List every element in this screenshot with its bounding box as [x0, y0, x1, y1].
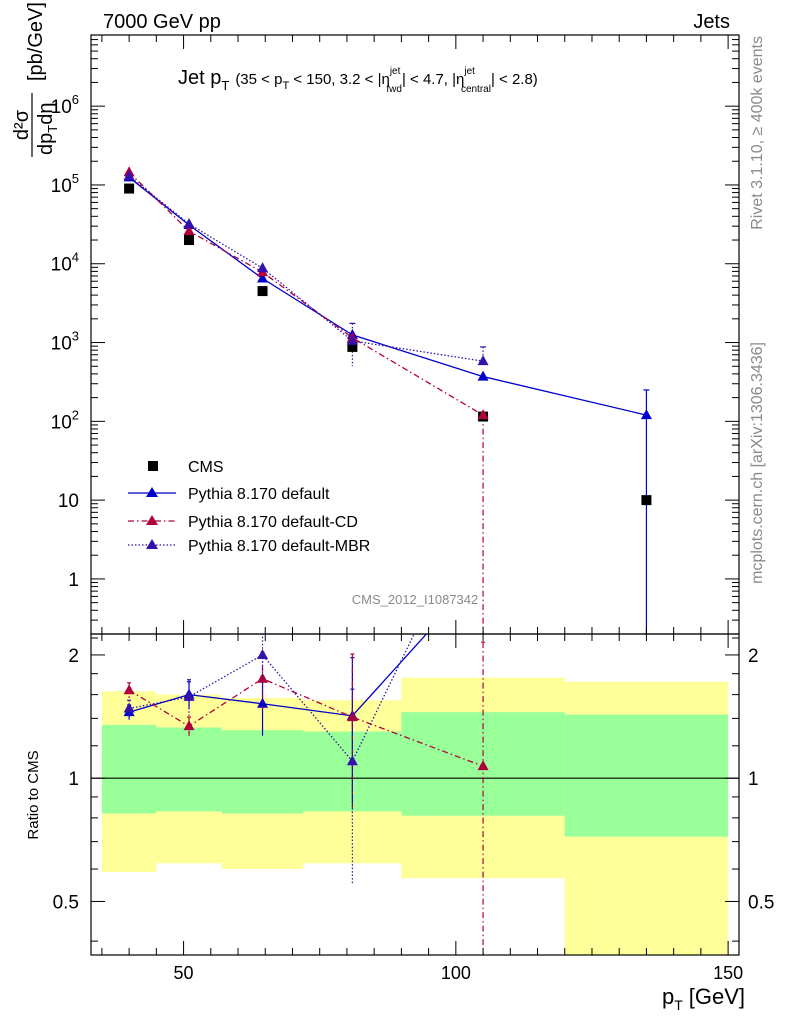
x-tick-label: 50 [174, 963, 194, 983]
ratio-marker [183, 720, 195, 731]
legend-marker-default [146, 487, 158, 497]
y-axis-label-numerator: d²σ [11, 109, 33, 140]
y-tick-label: 106 [51, 92, 79, 118]
series-marker [477, 409, 489, 420]
ratio-band-inner [221, 730, 304, 814]
series-marker [346, 334, 358, 345]
y-tick-label: 103 [51, 329, 79, 355]
ratio-marker [346, 711, 358, 722]
ratio-band-inner [101, 724, 157, 814]
series-marker [257, 272, 269, 283]
legend: CMS Pythia 8.170 default Pythia 8.170 de… [128, 459, 370, 555]
analysis-id: CMS_2012_I1087342 [352, 592, 479, 607]
ratio-band-inner [156, 727, 222, 812]
series-marker [183, 225, 195, 236]
ratio-frame [90, 633, 740, 956]
plot-title: Jet pT (35 < pT < 150, 3.2 < |ηjet fwd| < … [178, 66, 538, 95]
series-marker [123, 169, 135, 180]
y-tick-label: 105 [51, 171, 79, 197]
rivet-note: Rivet 3.1.10, ≥ 400k events [749, 36, 766, 230]
series-marker [477, 355, 489, 366]
cms-data-point [347, 341, 358, 352]
ratio-line-1 [128, 677, 484, 767]
category-label: Jets [693, 11, 730, 33]
series-line-1 [128, 171, 484, 416]
ratio-marker [123, 702, 135, 713]
ratio-marker [257, 672, 269, 683]
series-marker [183, 217, 195, 228]
series-line-0 [128, 176, 647, 416]
cms-data-point [184, 235, 195, 246]
main-panel-content [123, 166, 652, 634]
ratio-marker [183, 690, 195, 701]
legend-marker-mbr [146, 539, 158, 549]
ratio-tick-label-left: 0.5 [53, 892, 79, 913]
ratio-tick-label-right: 0.5 [748, 892, 774, 913]
series-marker [257, 262, 269, 273]
ratio-marker [257, 648, 269, 659]
x-tick-label: 100 [441, 963, 471, 983]
mcplots-note: mcplots.cern.ch [arXiv:1306.3436] [749, 342, 766, 584]
ratio-marker [477, 760, 489, 771]
series-marker [477, 370, 489, 381]
ratio-tick-label-right: 1 [748, 769, 759, 790]
ratio-tick-label-left: 2 [68, 646, 79, 667]
legend-entry-mbr: Pythia 8.170 default-MBR [188, 538, 370, 555]
y-tick-label: 1 [68, 570, 79, 591]
ratio-tick-label-left: 1 [68, 769, 79, 790]
series-line-2 [128, 175, 484, 362]
ratio-marker [346, 755, 358, 766]
legend-entry-cd: Pythia 8.170 default-CD [188, 514, 358, 531]
x-axis-label: pT [GeV] [662, 984, 745, 1013]
y-axis-label-unit: [pb/GeV] [25, 2, 47, 81]
ratio-tick-label-right: 2 [748, 646, 759, 667]
y-tick-label: 10 [58, 491, 79, 512]
y-axis-label: d²σ dpTdη [pb/GeV] [11, 2, 60, 157]
legend-marker-cd [146, 515, 158, 525]
cms-data-point [124, 183, 135, 194]
cms-data-point [257, 286, 268, 297]
legend-entry-default: Pythia 8.170 default [188, 486, 330, 503]
ratio-marker [123, 684, 135, 695]
x-tick-label: 150 [713, 963, 743, 983]
series-marker [640, 409, 652, 420]
y-tick-label: 104 [51, 250, 79, 276]
y-tick-label: 102 [51, 407, 79, 433]
y-axis-label-denominator: dpTdη [35, 103, 60, 155]
cms-data-point [641, 495, 652, 506]
beam-label: 7000 GeV pp [103, 11, 221, 33]
ratio-axis-label: Ratio to CMS [25, 750, 42, 839]
ratio-band-inner [564, 714, 729, 837]
legend-marker-cms [148, 461, 158, 471]
legend-entry-cms: CMS [188, 459, 224, 476]
ratio-panel-content [91, 634, 739, 955]
